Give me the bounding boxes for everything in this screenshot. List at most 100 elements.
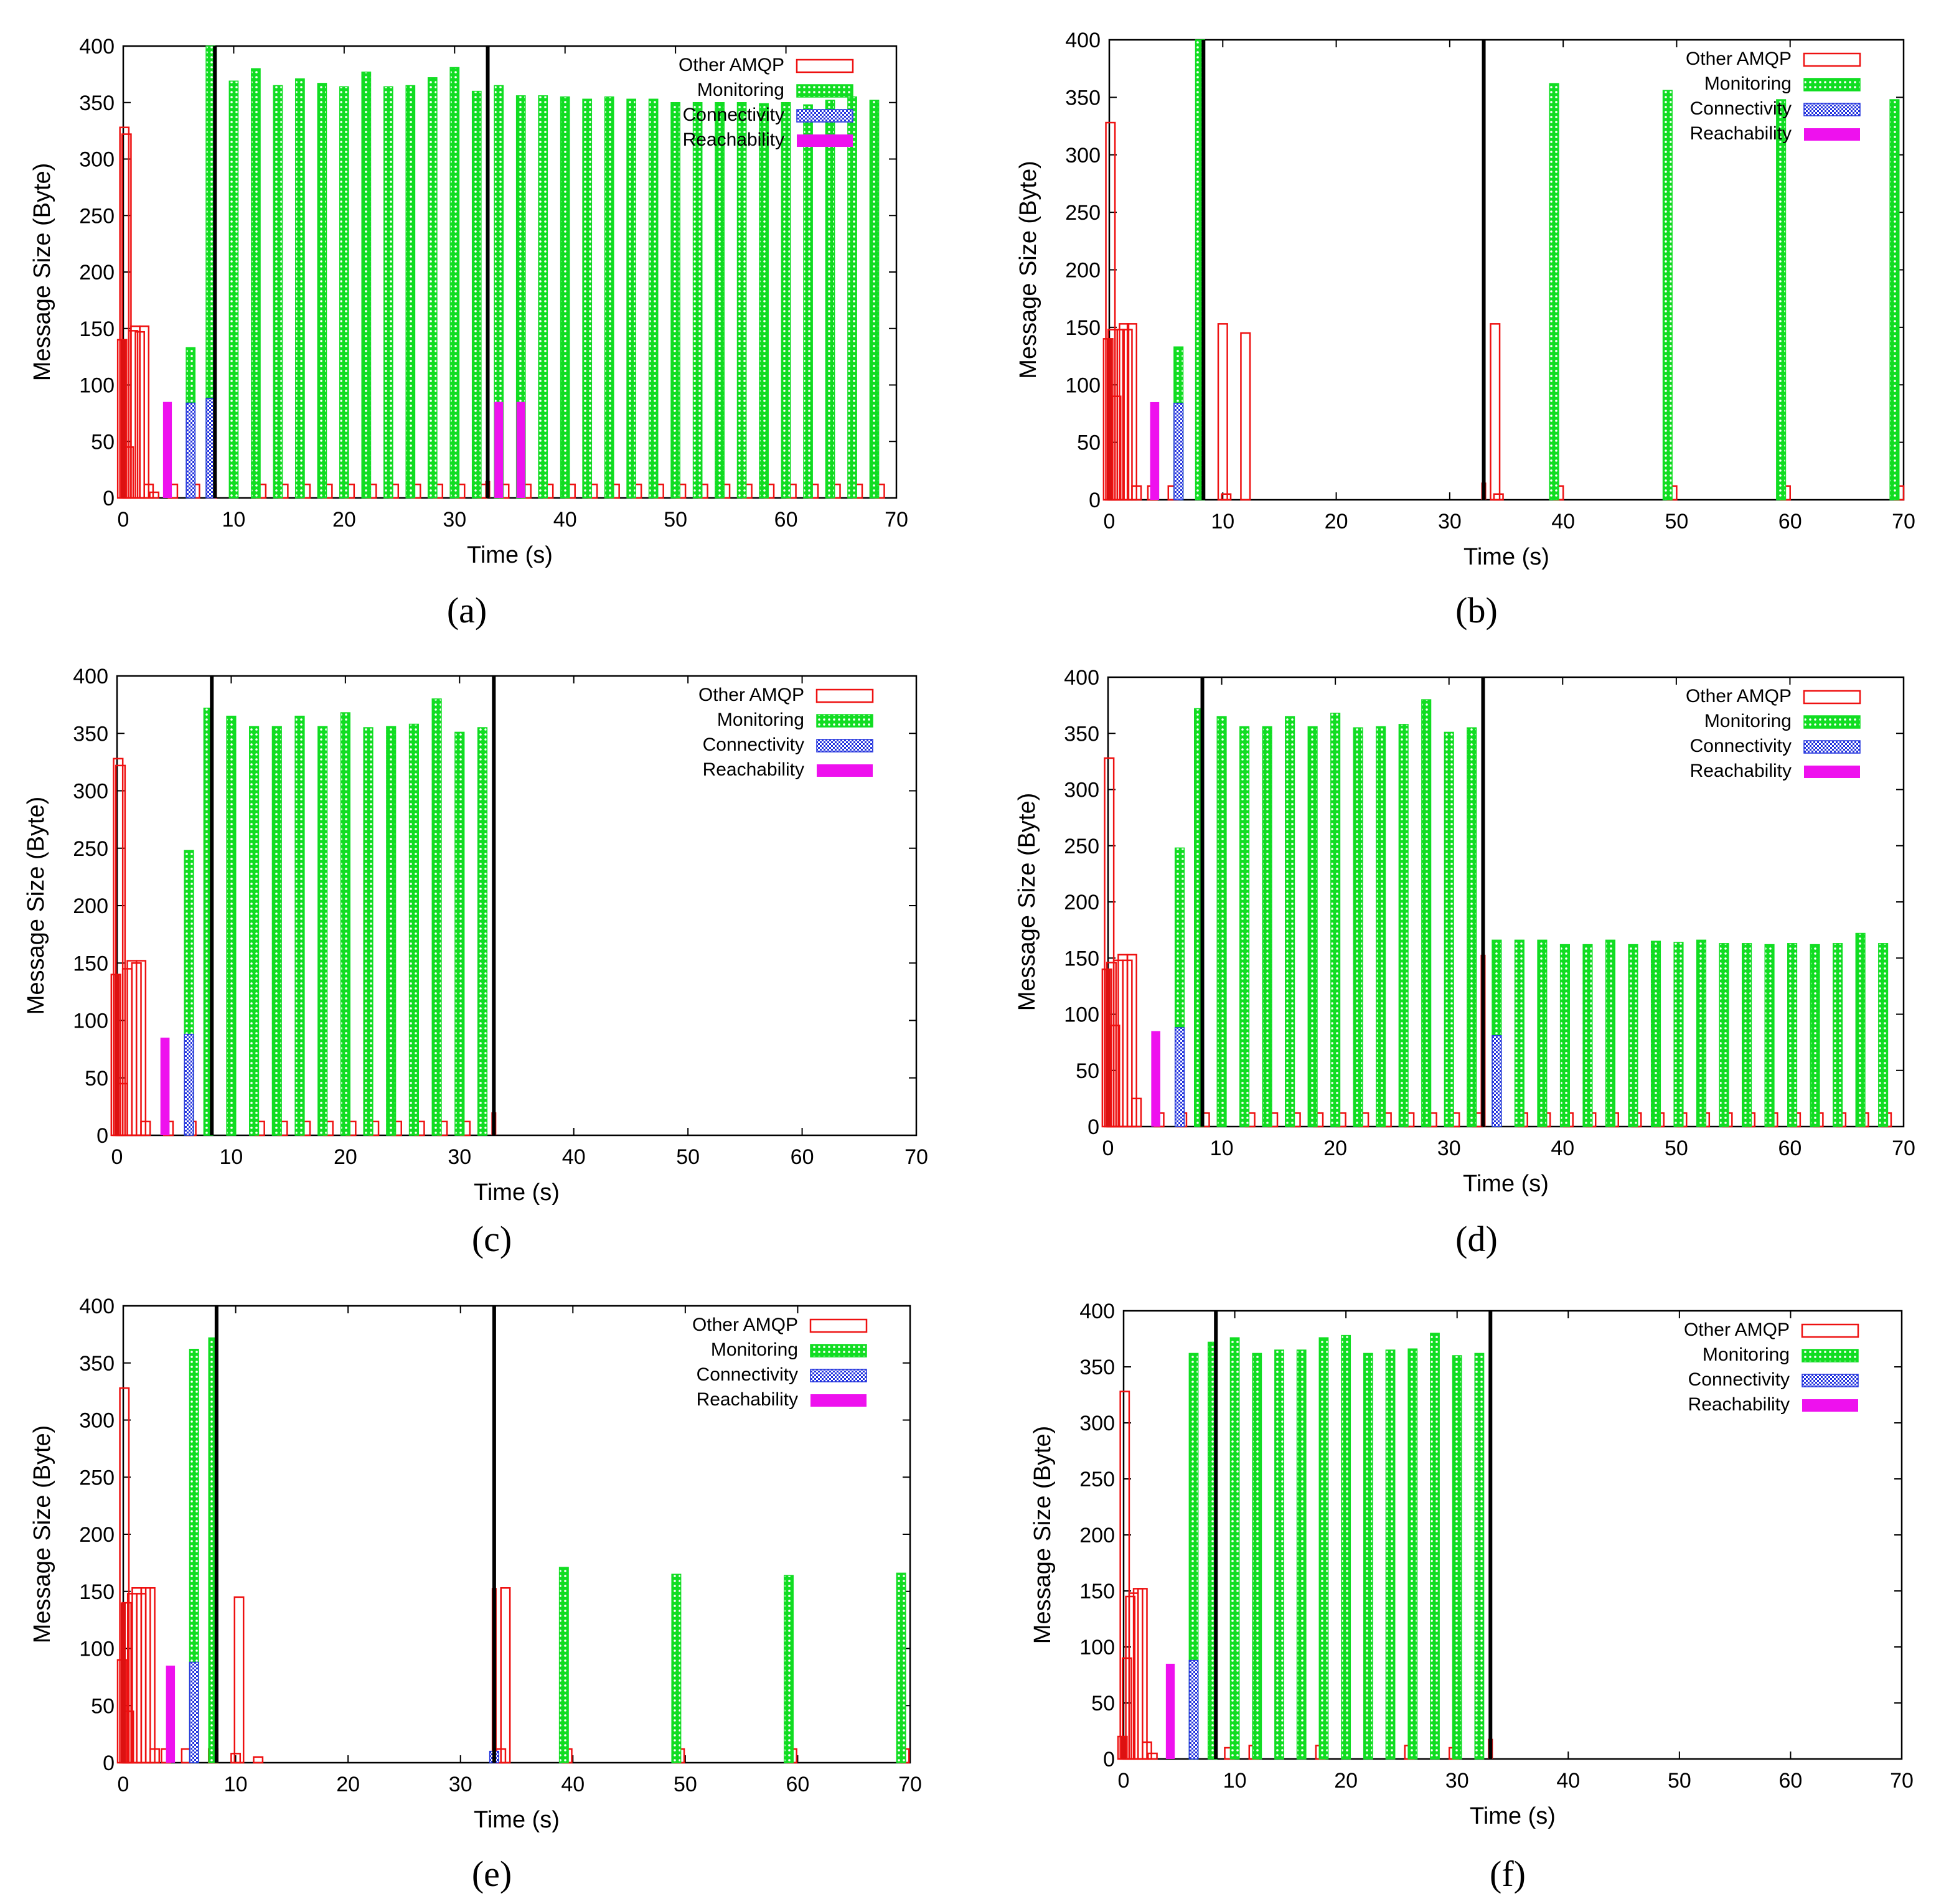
legend-label: Reachability <box>1688 1394 1790 1415</box>
x-tick-label: 60 <box>1779 1769 1803 1793</box>
y-tick-label: 0 <box>103 487 115 510</box>
y-tick-label: 50 <box>91 430 115 454</box>
bar-other-amqp <box>143 483 154 499</box>
legend-label: Monitoring <box>697 80 784 100</box>
y-tick-label: 300 <box>73 780 108 804</box>
bar-connectivity <box>1173 403 1184 500</box>
bar-other-amqp <box>1142 1741 1152 1760</box>
bar-monitoring <box>339 86 349 499</box>
legend-swatch <box>1803 715 1861 729</box>
bar-other-amqp <box>1493 493 1504 501</box>
y-tick-label: 200 <box>79 1523 115 1547</box>
x-tick-label: 20 <box>334 1145 357 1169</box>
y-tick-label: 200 <box>1064 891 1099 914</box>
x-tick-label: 30 <box>1437 1137 1461 1160</box>
bar-monitoring <box>383 86 393 499</box>
y-axis-label: Message Size (Byte) <box>1015 161 1041 379</box>
x-tick-label: 0 <box>1102 1137 1114 1160</box>
bar-monitoring <box>226 715 237 1136</box>
y-tick-label: 100 <box>1065 373 1101 397</box>
bar-monitoring <box>560 96 570 499</box>
bar-other-amqp <box>1240 332 1251 501</box>
x-axis-label: Time (s) <box>467 542 553 568</box>
x-tick-label: 40 <box>1556 1769 1580 1793</box>
legend-swatch <box>1803 690 1861 705</box>
y-tick-label: 200 <box>1079 1524 1115 1547</box>
bar-monitoring <box>1605 939 1616 1127</box>
bar-monitoring <box>582 98 593 499</box>
bar-monitoring <box>1229 1337 1240 1760</box>
bar-other-amqp <box>149 1748 161 1764</box>
x-tick-label: 60 <box>774 508 798 532</box>
legend-label: Connectivity <box>1688 1369 1790 1390</box>
bar-connectivity <box>1492 1035 1502 1127</box>
bar-monitoring <box>896 1572 906 1763</box>
x-tick-label: 70 <box>898 1773 922 1796</box>
bar-monitoring <box>1239 726 1250 1127</box>
x-tick-label: 0 <box>118 508 129 532</box>
bar-monitoring <box>427 77 438 499</box>
x-tick-label: 40 <box>553 508 577 532</box>
legend-swatch <box>1803 103 1861 116</box>
bar-other-amqp-solid <box>1121 1737 1126 1759</box>
x-tick-label: 10 <box>1210 1137 1234 1160</box>
plot-frame <box>122 1305 911 1764</box>
y-tick-label: 0 <box>1088 1115 1099 1139</box>
y-tick-label: 250 <box>79 204 115 228</box>
bar-reachability <box>1165 1664 1175 1759</box>
bar-monitoring <box>1537 939 1548 1127</box>
bar-monitoring <box>1787 943 1798 1127</box>
x-tick-label: 70 <box>1892 510 1915 533</box>
x-tick-label: 10 <box>1223 1769 1247 1793</box>
bar-monitoring <box>271 726 282 1136</box>
chart-panel: 0 50 100 150 200 250 300 350 400 0 10 20 30 40 50 60 70 O… <box>29 35 908 631</box>
bar-monitoring <box>361 71 372 499</box>
bar-monitoring <box>1696 939 1707 1127</box>
x-tick-label: 0 <box>1104 510 1116 533</box>
bar-other-amqp <box>233 1596 245 1764</box>
panel-label: (c) <box>472 1219 512 1259</box>
bar-monitoring <box>1407 1348 1418 1760</box>
bar-monitoring <box>1285 716 1295 1127</box>
x-tick-label: 70 <box>1890 1769 1914 1793</box>
bar-reachability <box>166 1666 176 1763</box>
x-axis-label: Time (s) <box>474 1179 560 1206</box>
y-tick-label: 400 <box>1079 1300 1115 1323</box>
bar-monitoring <box>825 100 835 499</box>
y-tick-label: 50 <box>1076 1059 1099 1083</box>
bar-monitoring <box>1452 1355 1462 1760</box>
bar-monitoring <box>1430 1333 1440 1760</box>
bar-monitoring <box>1559 944 1570 1127</box>
y-tick-label: 250 <box>1064 835 1099 858</box>
bar-connectivity <box>189 1661 199 1763</box>
y-tick-label: 350 <box>1079 1356 1115 1379</box>
bar-monitoring <box>386 726 397 1136</box>
y-tick-label: 350 <box>73 722 108 746</box>
x-tick-label: 10 <box>220 1145 243 1169</box>
panel-label: (b) <box>1455 590 1498 631</box>
legend-swatch <box>1804 128 1860 141</box>
bar-monitoring <box>405 85 416 499</box>
bar-monitoring <box>1810 944 1820 1127</box>
y-tick-label: 250 <box>1079 1468 1115 1491</box>
legend-label: Monitoring <box>717 710 804 730</box>
legend-swatch <box>809 1318 868 1333</box>
bar-monitoring <box>1376 726 1386 1127</box>
x-tick-label: 50 <box>676 1145 700 1169</box>
bar-monitoring <box>1878 943 1889 1127</box>
x-tick-label: 30 <box>1445 1769 1469 1793</box>
x-tick-label: 40 <box>1551 1137 1574 1160</box>
legend-swatch <box>796 84 853 98</box>
x-tick-label: 30 <box>443 508 466 532</box>
legend-swatch <box>1802 1399 1858 1412</box>
y-tick-label: 0 <box>1103 1748 1115 1771</box>
panel-label: (a) <box>447 590 487 631</box>
bar-other-amqp <box>1131 1097 1142 1128</box>
legend-swatch <box>815 688 874 703</box>
bar-connectivity <box>184 1033 194 1136</box>
y-axis-label: Message Size (Byte) <box>1030 1426 1056 1644</box>
y-tick-label: 100 <box>79 374 115 398</box>
bar-reachability <box>516 401 525 498</box>
bar-monitoring <box>1662 90 1673 500</box>
